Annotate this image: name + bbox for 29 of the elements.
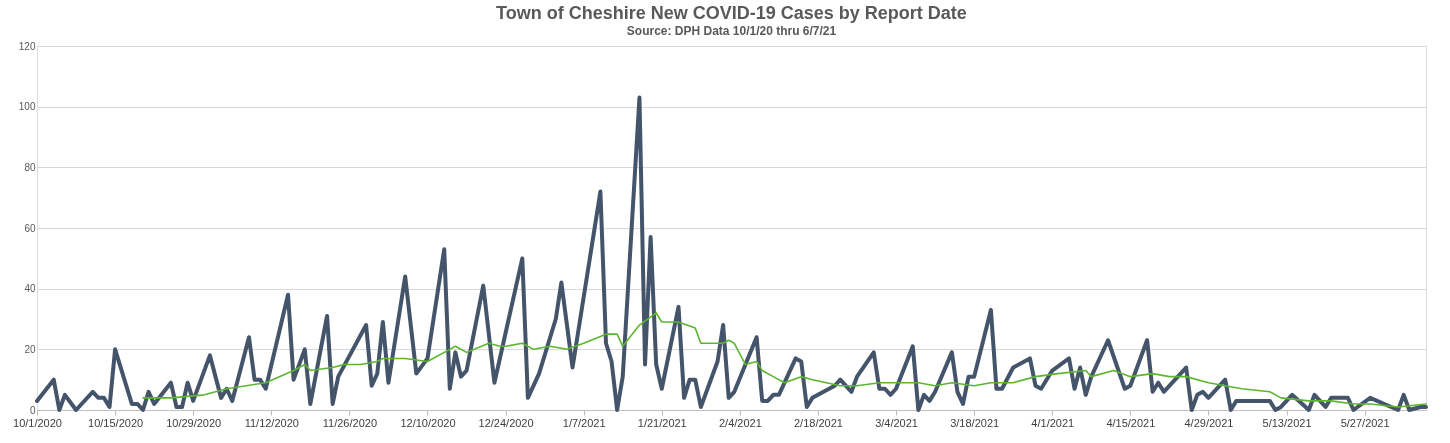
x-tick-label: 1/7/2021 (562, 416, 606, 429)
x-tick-label: 4/15/2021 (1106, 416, 1156, 429)
y-tick-label: 60 (24, 222, 36, 234)
x-tick-label: 12/24/2020 (478, 416, 534, 429)
x-tick-label: 1/21/2021 (637, 416, 687, 429)
y-tick-label: 120 (18, 40, 36, 52)
x-tick-label: 4/29/2021 (1184, 416, 1234, 429)
x-tick-label: 3/18/2021 (950, 416, 1000, 429)
x-tick-label: 5/27/2021 (1340, 416, 1390, 429)
x-tick-label: 3/4/2021 (875, 416, 918, 429)
x-tick-label: 11/12/2020 (244, 416, 299, 429)
x-tick-label: 2/18/2021 (794, 416, 843, 429)
y-tick-label: 40 (24, 283, 36, 295)
x-tick-label: 2/4/2021 (718, 416, 762, 429)
x-tick-label: 5/13/2021 (1262, 416, 1312, 429)
line-series (35, 95, 1428, 412)
x-tick-label: 10/1/2020 (13, 416, 62, 429)
line-series (142, 312, 1427, 408)
x-tick-label: 10/29/2020 (166, 416, 222, 429)
x-tick-label: 12/10/2020 (400, 416, 456, 429)
x-tick-label: 10/15/2020 (88, 416, 144, 429)
y-tick-label: 80 (24, 161, 36, 173)
y-tick-label: 20 (24, 343, 36, 355)
x-tick-label: 11/26/2020 (322, 416, 378, 429)
y-tick-label: 100 (18, 101, 36, 113)
chart-title: Town of Cheshire New COVID-19 Cases by Report Date (496, 3, 967, 23)
x-tick-label: 4/1/2021 (1031, 416, 1075, 429)
y-tick-label: 0 (29, 404, 36, 416)
chart-subtitle: Source: DPH Data 10/1/20 thru 6/7/21 (626, 24, 837, 38)
